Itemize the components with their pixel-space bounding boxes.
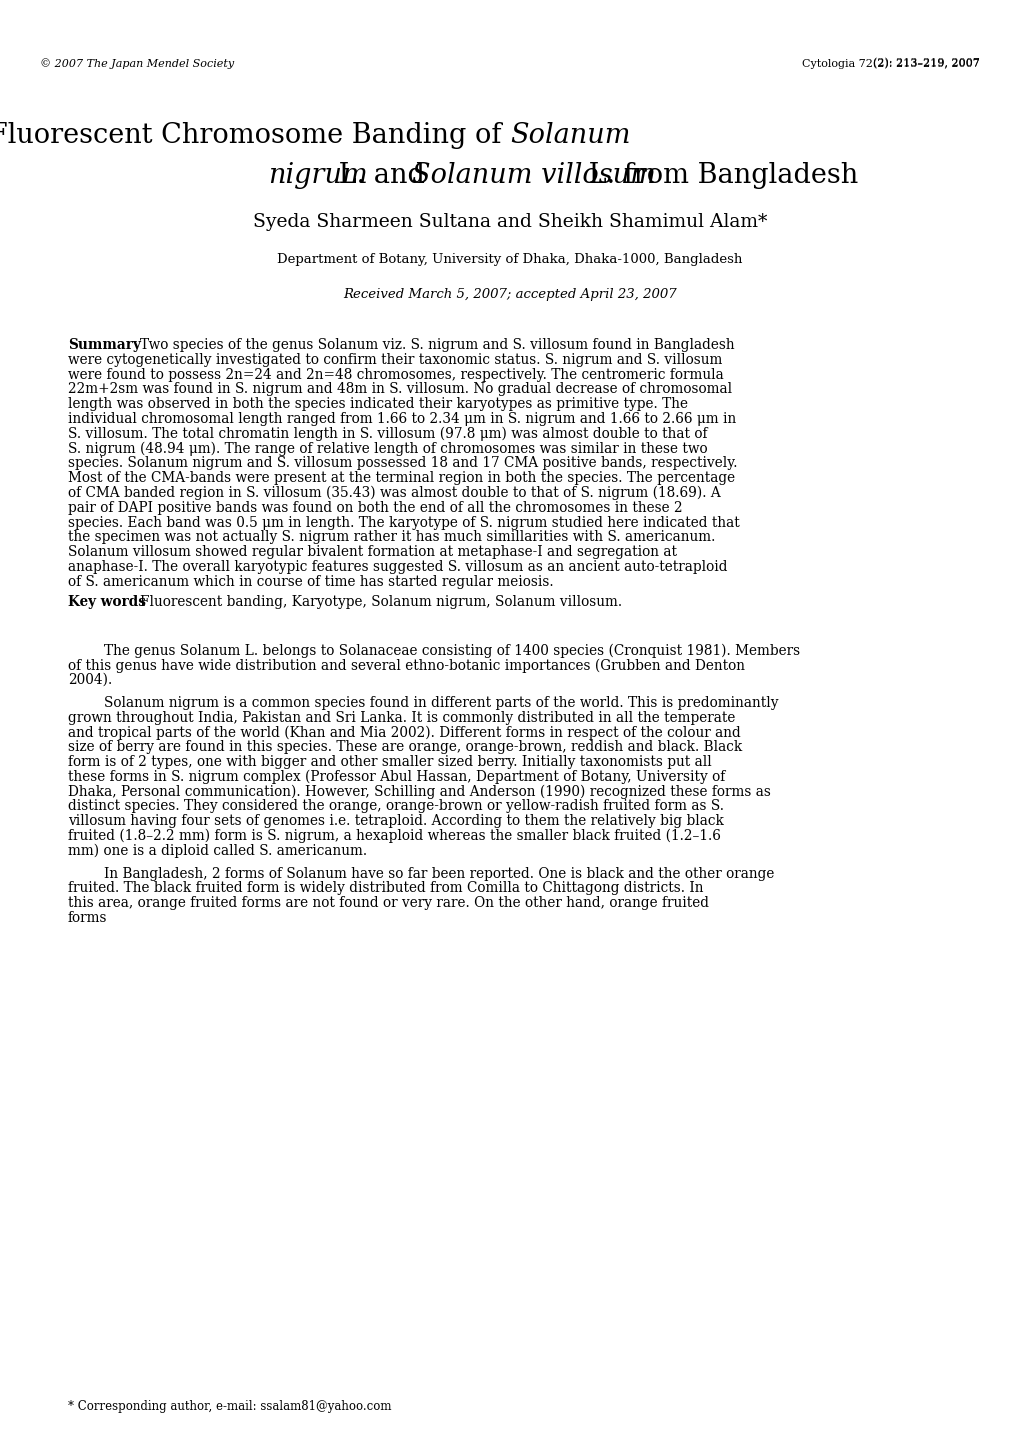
Text: L. from Bangladesh: L. from Bangladesh xyxy=(580,161,857,189)
Text: (2): 213–219, 2007: (2): 213–219, 2007 xyxy=(872,58,979,68)
Text: The genus Solanum L. belongs to Solanaceae consisting of 1400 species (Cronquist: The genus Solanum L. belongs to Solanace… xyxy=(104,643,799,657)
Text: Summary: Summary xyxy=(68,339,141,352)
Text: Two species of the genus Solanum viz. S. nigrum and S. villosum found in Banglad: Two species of the genus Solanum viz. S.… xyxy=(140,339,734,352)
Text: Solanum nigrum is a common species found in different parts of the world. This i: Solanum nigrum is a common species found… xyxy=(104,696,777,710)
Text: size of berry are found in this species. These are orange, orange-brown, reddish: size of berry are found in this species.… xyxy=(68,741,742,754)
Text: Department of Botany, University of Dhaka, Dhaka-1000, Bangladesh: Department of Botany, University of Dhak… xyxy=(277,254,742,267)
Text: Received March 5, 2007; accepted April 23, 2007: Received March 5, 2007; accepted April 2… xyxy=(342,288,677,301)
Text: and tropical parts of the world (Khan and Mia 2002). Different forms in respect : and tropical parts of the world (Khan an… xyxy=(68,725,740,739)
Text: © 2007 The Japan Mendel Society: © 2007 The Japan Mendel Society xyxy=(40,58,234,69)
Text: species. Each band was 0.5 μm in length. The karyotype of S. nigrum studied here: species. Each band was 0.5 μm in length.… xyxy=(68,516,739,530)
Text: Fluorescent banding, Karyotype, Solanum nigrum, Solanum villosum.: Fluorescent banding, Karyotype, Solanum … xyxy=(140,595,622,608)
Text: L. and: L. and xyxy=(330,161,433,189)
Text: nigrum: nigrum xyxy=(268,161,368,189)
Text: of this genus have wide distribution and several ethno-botanic importances (Grub: of this genus have wide distribution and… xyxy=(68,659,744,673)
Text: length was observed in both the species indicated their karyotypes as primitive : length was observed in both the species … xyxy=(68,398,688,411)
Text: were cytogenetically investigated to confirm their taxonomic status. S. nigrum a: were cytogenetically investigated to con… xyxy=(68,353,721,367)
Text: 2004).: 2004). xyxy=(68,673,112,687)
Text: Solanum villosum: Solanum villosum xyxy=(412,161,655,189)
Text: pair of DAPI positive bands was found on both the end of all the chromosomes in : pair of DAPI positive bands was found on… xyxy=(68,501,682,514)
Text: this area, orange fruited forms are not found or very rare. On the other hand, o: this area, orange fruited forms are not … xyxy=(68,896,708,911)
Text: these forms in S. nigrum complex (Professor Abul Hassan, Department of Botany, U: these forms in S. nigrum complex (Profes… xyxy=(68,769,725,784)
Text: Solanum: Solanum xyxy=(510,122,630,148)
Text: S. villosum. The total chromatin length in S. villosum (97.8 μm) was almost doub: S. villosum. The total chromatin length … xyxy=(68,427,707,441)
Text: Most of the CMA-bands were present at the terminal region in both the species. T: Most of the CMA-bands were present at th… xyxy=(68,471,735,486)
Text: In Bangladesh, 2 forms of Solanum have so far been reported. One is black and th: In Bangladesh, 2 forms of Solanum have s… xyxy=(104,866,773,880)
Text: Dhaka, Personal communication). However, Schilling and Anderson (1990) recognize: Dhaka, Personal communication). However,… xyxy=(68,784,770,798)
Text: anaphase-I. The overall karyotypic features suggested S. villosum as an ancient : anaphase-I. The overall karyotypic featu… xyxy=(68,561,727,574)
Text: Key words: Key words xyxy=(68,595,146,608)
Text: fruited (1.8–2.2 mm) form is S. nigrum, a hexaploid whereas the smaller black fr: fruited (1.8–2.2 mm) form is S. nigrum, … xyxy=(68,829,720,843)
Text: Solanum villosum showed regular bivalent formation at metaphase-I and segregatio: Solanum villosum showed regular bivalent… xyxy=(68,545,677,559)
Text: villosum having four sets of genomes i.e. tetraploid. According to them the rela: villosum having four sets of genomes i.e… xyxy=(68,814,723,829)
Text: fruited. The black fruited form is widely distributed from Comilla to Chittagong: fruited. The black fruited form is widel… xyxy=(68,882,703,895)
Text: * Corresponding author, e-mail: ssalam81@yahoo.com: * Corresponding author, e-mail: ssalam81… xyxy=(68,1401,391,1414)
Text: species. Solanum nigrum and S. villosum possessed 18 and 17 CMA positive bands, : species. Solanum nigrum and S. villosum … xyxy=(68,457,737,470)
Text: of CMA banded region in S. villosum (35.43) was almost double to that of S. nigr: of CMA banded region in S. villosum (35.… xyxy=(68,486,720,500)
Text: S. nigrum (48.94 μm). The range of relative length of chromosomes was similar in: S. nigrum (48.94 μm). The range of relat… xyxy=(68,441,707,455)
Text: Differential Fluorescent Chromosome Banding of: Differential Fluorescent Chromosome Band… xyxy=(0,122,510,148)
Text: were found to possess 2n=24 and 2n=48 chromosomes, respectively. The centromeric: were found to possess 2n=24 and 2n=48 ch… xyxy=(68,367,723,382)
Text: the specimen was not actually S. nigrum rather it has much simillarities with S.: the specimen was not actually S. nigrum … xyxy=(68,530,714,545)
Text: mm) one is a diploid called S. americanum.: mm) one is a diploid called S. americanu… xyxy=(68,844,367,859)
Text: of S. americanum which in course of time has started regular meiosis.: of S. americanum which in course of time… xyxy=(68,575,553,589)
Text: 22m+2sm was found in S. nigrum and 48m in S. villosum. No gradual decrease of ch: 22m+2sm was found in S. nigrum and 48m i… xyxy=(68,382,732,396)
Text: individual chromosomal length ranged from 1.66 to 2.34 μm in S. nigrum and 1.66 : individual chromosomal length ranged fro… xyxy=(68,412,736,427)
Text: Syeda Sharmeen Sultana and Sheikh Shamimul Alam*: Syeda Sharmeen Sultana and Sheikh Shamim… xyxy=(253,213,766,231)
Text: form is of 2 types, one with bigger and other smaller sized berry. Initially tax: form is of 2 types, one with bigger and … xyxy=(68,755,711,769)
Text: forms: forms xyxy=(68,911,107,925)
Text: distinct species. They considered the orange, orange-brown or yellow-radish frui: distinct species. They considered the or… xyxy=(68,800,723,813)
Text: grown throughout India, Pakistan and Sri Lanka. It is commonly distributed in al: grown throughout India, Pakistan and Sri… xyxy=(68,710,735,725)
Text: Cytologia 72(2): 213–219, 2007: Cytologia 72(2): 213–219, 2007 xyxy=(802,58,979,69)
